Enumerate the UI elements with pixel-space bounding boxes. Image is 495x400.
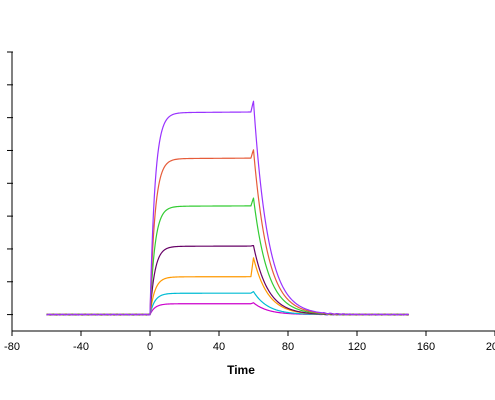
x-tick-label: 160	[417, 341, 435, 353]
x-tick-label: 0	[147, 341, 153, 353]
sensorgram-curve	[46, 245, 409, 316]
sensorgram-curve	[46, 197, 409, 316]
sensorgram-curve	[46, 302, 409, 316]
sensorgram-curve	[46, 100, 409, 316]
x-tick-label: 40	[213, 341, 225, 353]
x-tick-label: 80	[282, 341, 294, 353]
x-tick-label: -80	[4, 341, 20, 353]
x-axis-title: Time	[227, 363, 255, 377]
series-layer	[46, 100, 409, 316]
sensorgram-curve	[46, 149, 409, 316]
x-tick-label: 200	[486, 341, 495, 353]
axes: -80 -40 0 40 80 120 160 200	[4, 51, 495, 353]
x-tick-label: 120	[348, 341, 366, 353]
x-tick-label: -40	[73, 341, 89, 353]
sensorgram-curve	[46, 257, 409, 316]
